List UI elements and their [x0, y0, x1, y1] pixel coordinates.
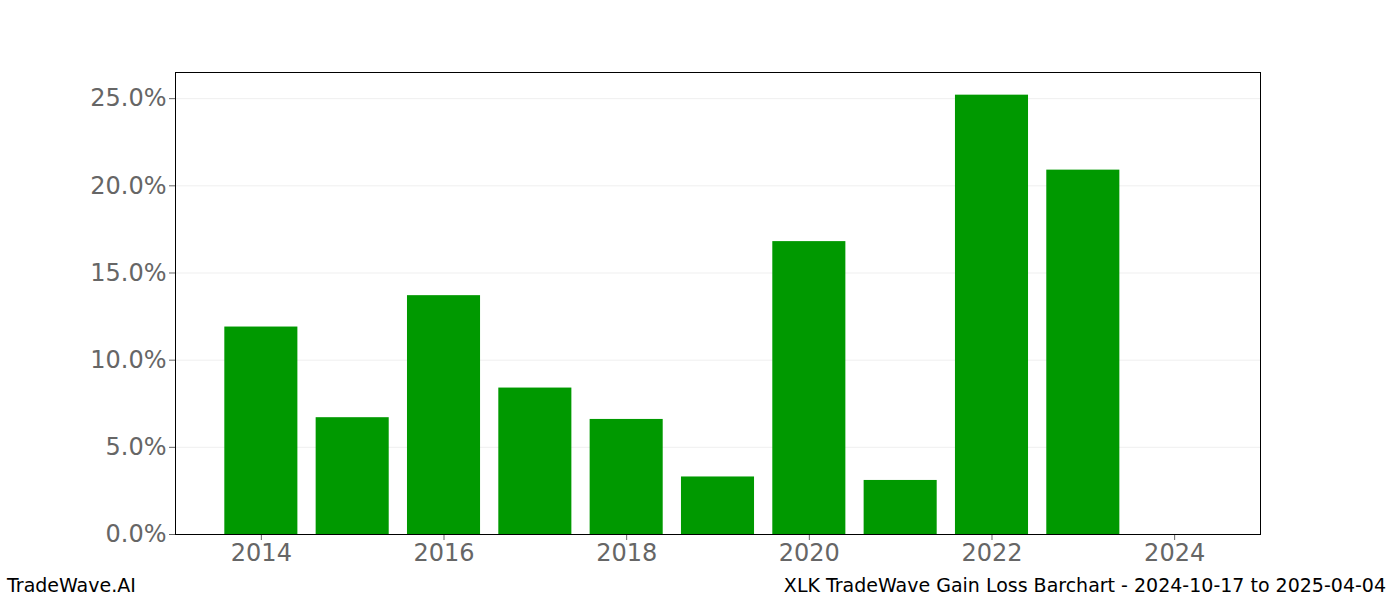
svg-text:15.0%: 15.0% — [90, 259, 166, 287]
svg-text:2024: 2024 — [1144, 539, 1205, 567]
svg-text:2020: 2020 — [779, 539, 840, 567]
svg-text:2022: 2022 — [961, 539, 1022, 567]
html-text:TradeWave.AI: TradeWave.AI — [7, 574, 136, 596]
svg-text:2018: 2018 — [596, 539, 657, 567]
svg-text:0.0%: 0.0% — [106, 520, 167, 548]
svg-text:5.0%: 5.0% — [106, 433, 167, 461]
svg-text:2014: 2014 — [231, 539, 292, 567]
svg-text:20.0%: 20.0% — [90, 172, 166, 200]
svg-text:25.0%: 25.0% — [90, 84, 166, 112]
html-text:XLK TradeWave Gain Loss Barcha: XLK TradeWave Gain Loss Barchart - 2024-… — [783, 574, 1386, 596]
svg-text:2016: 2016 — [413, 539, 474, 567]
svg-text:10.0%: 10.0% — [90, 346, 166, 374]
